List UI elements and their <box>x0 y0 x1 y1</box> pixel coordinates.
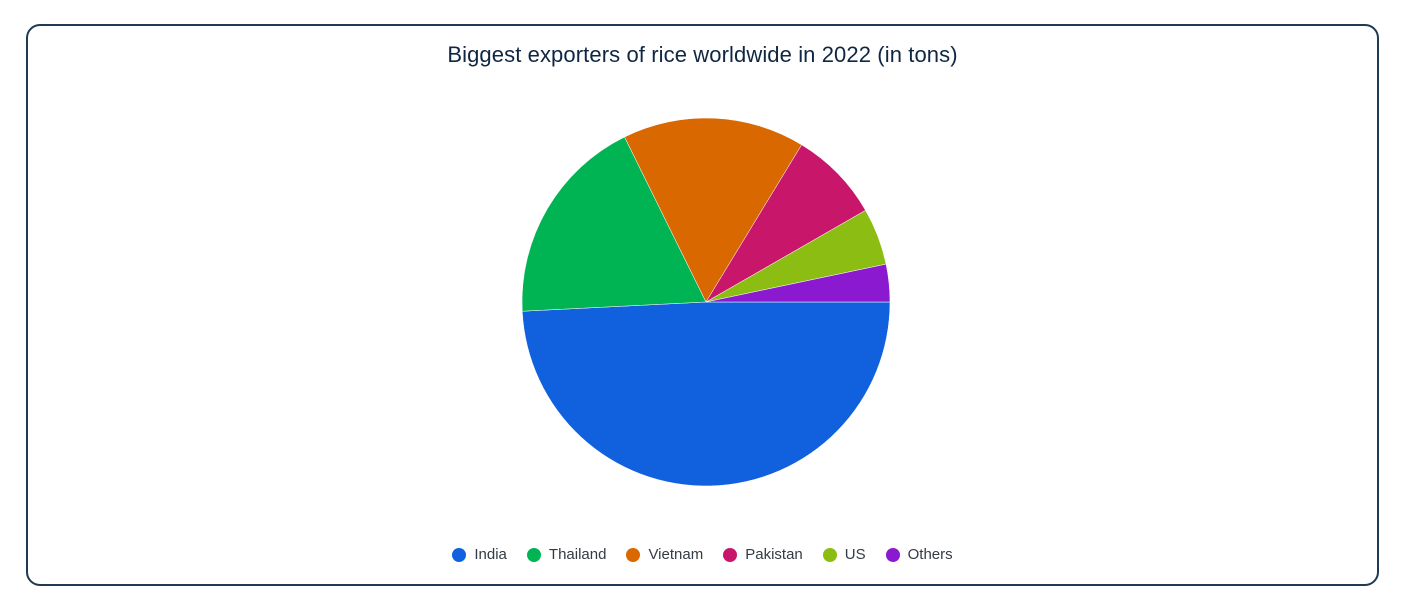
pie-chart <box>521 117 891 487</box>
pie-slice-thailand[interactable] <box>521 136 707 312</box>
legend-item-vietnam[interactable]: Vietnam <box>626 546 703 563</box>
legend-label: Thailand <box>548 546 607 563</box>
legend-label: India <box>474 546 507 563</box>
legend-item-us[interactable]: US <box>822 546 866 563</box>
legend-marker-icon <box>526 547 541 562</box>
pie-slice-others[interactable] <box>705 263 891 303</box>
legend-label: Pakistan <box>745 546 803 563</box>
legend-item-pakistan[interactable]: Pakistan <box>723 546 803 563</box>
legend-label: Others <box>907 546 953 563</box>
legend-label: Vietnam <box>648 546 704 563</box>
legend-marker-icon <box>885 547 900 562</box>
chart-title: Biggest exporters of rice worldwide in 2… <box>447 42 958 67</box>
legend-marker-icon <box>723 547 738 562</box>
chart-card: Biggest exporters of rice worldwide in 2… <box>26 24 1379 586</box>
pie-slice-pakistan[interactable] <box>705 144 866 303</box>
legend-item-thailand[interactable]: Thailand <box>526 546 607 563</box>
legend-label: US <box>844 546 866 563</box>
legend-marker-icon <box>626 547 641 562</box>
pie-slice-vietnam[interactable] <box>624 117 802 303</box>
chart-legend: India Thailand Vietnam Pakistan US Others <box>28 546 1377 563</box>
legend-marker-icon <box>452 547 467 562</box>
legend-item-others[interactable]: Others <box>885 546 953 563</box>
legend-item-india[interactable]: India <box>452 546 507 563</box>
legend-marker-icon <box>822 547 837 562</box>
pie-slice-india[interactable] <box>521 301 891 487</box>
